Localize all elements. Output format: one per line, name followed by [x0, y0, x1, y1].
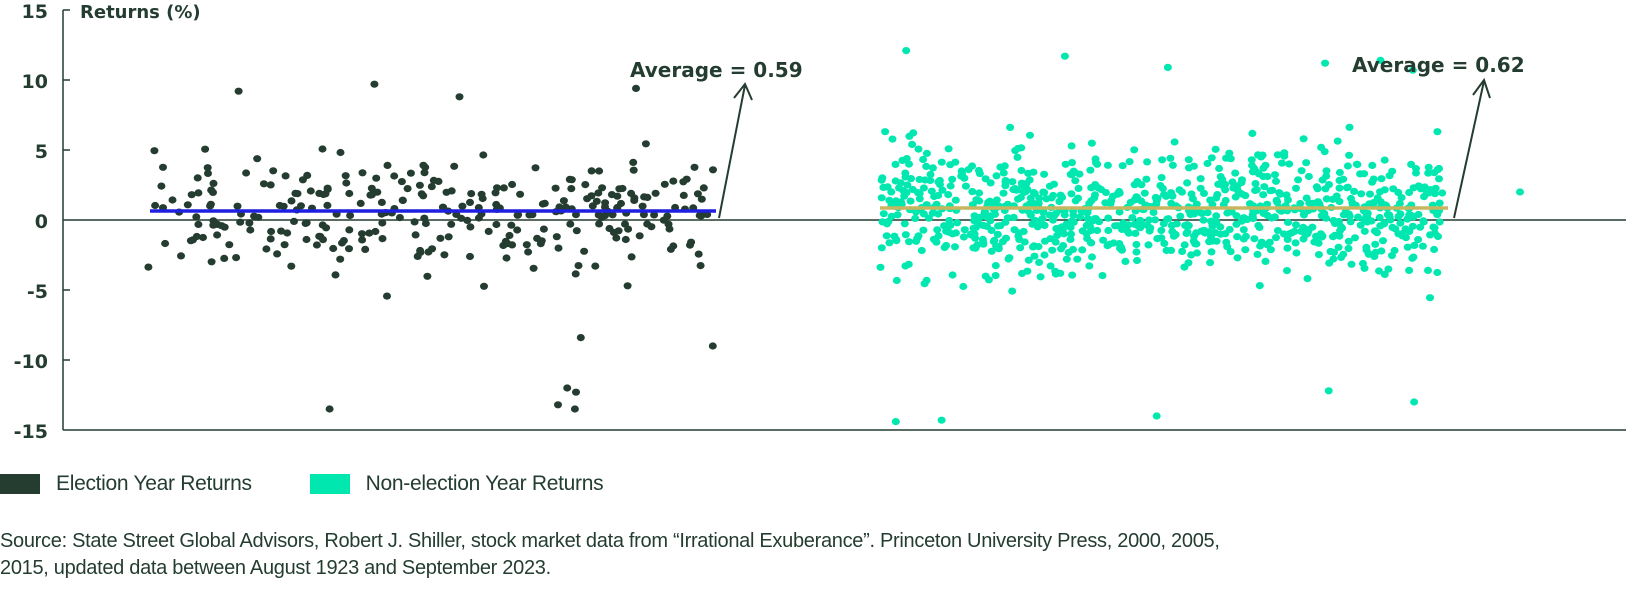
arrow-icon	[718, 82, 753, 219]
y-tick-neg15: -15	[14, 421, 48, 443]
y-tick-5: 5	[35, 141, 48, 163]
legend-swatch-non-election	[309, 474, 350, 494]
scatter-chart: 15 10 5 0 -5 -10 -15 Returns (%) Average…	[14, 1, 1626, 443]
legend-label-election: Election Year Returns	[56, 472, 252, 495]
arrow-icon	[1453, 77, 1491, 219]
election-points	[144, 80, 717, 413]
source-line-1: Source: State Street Global Advisors, Ro…	[0, 530, 1220, 552]
y-tick-0: 0	[35, 211, 48, 233]
y-tick-neg10: -10	[14, 351, 48, 373]
legend-item-non-election: Non-election Year Returns	[309, 472, 604, 496]
y-tick-neg5: -5	[27, 281, 48, 303]
non-election-points	[876, 47, 1524, 426]
legend-label-non-election: Non-election Year Returns	[365, 472, 604, 495]
y-axis-title: Returns (%)	[80, 2, 201, 23]
source-note: Source: State Street Global Advisors, Ro…	[0, 528, 1560, 582]
legend-item-election: Election Year Returns	[0, 472, 252, 496]
election-average-annotation: Average = 0.59	[630, 58, 803, 82]
y-tick-15: 15	[22, 1, 48, 23]
legend: Election Year Returns Non-election Year …	[0, 472, 661, 496]
source-line-2: 2015, updated data between August 1923 a…	[0, 557, 551, 579]
legend-swatch-election	[0, 474, 40, 494]
y-tick-10: 10	[22, 71, 48, 93]
non-election-average-annotation: Average = 0.62	[1352, 53, 1525, 77]
